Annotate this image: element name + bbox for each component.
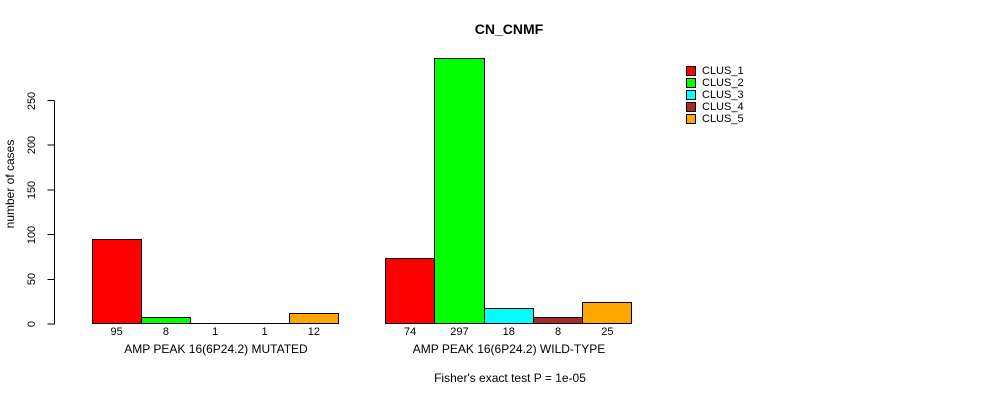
legend-swatch-icon (686, 78, 696, 88)
bar-clus_3 (483, 307, 534, 324)
bar-clus_2 (140, 316, 192, 324)
bar-clus_1 (91, 239, 142, 324)
legend-swatch-icon (686, 66, 696, 76)
bar-value-label: 95 (110, 326, 123, 338)
group-label-mutated: AMP PEAK 16(6P24.2) MUTATED (124, 342, 308, 356)
bar-clus_2 (434, 58, 485, 324)
bar-value-label: 297 (450, 326, 469, 338)
bar-clus_4 (532, 316, 584, 324)
legend-label: CLUS_1 (702, 65, 744, 77)
y-tick-label: 100 (26, 225, 38, 244)
y-tick-label: 250 (26, 91, 38, 110)
y-tick-label: 150 (26, 180, 38, 200)
legend-swatch-icon (686, 90, 696, 100)
bar-clus_3 (190, 322, 241, 324)
bar-clus_4 (239, 322, 290, 324)
bar-clus_1 (385, 257, 436, 324)
legend-swatch-icon (686, 102, 696, 112)
group-label-wild-type: AMP PEAK 16(6P24.2) WILD-TYPE (412, 342, 606, 356)
y-tick-label: 50 (26, 273, 38, 286)
y-tick-label: 0 (26, 320, 38, 328)
bar-value-label: 8 (162, 326, 169, 338)
bar-value-label: 1 (212, 326, 219, 338)
bar-clus_5 (288, 313, 339, 324)
legend-label: CLUS_5 (702, 113, 744, 125)
fisher-test-annotation: Fisher's exact test P = 1e-05 (434, 371, 586, 385)
chart-title: CN_CNMF (474, 21, 544, 37)
bar-value-label: 74 (404, 326, 417, 338)
y-tick-label: 200 (26, 136, 38, 155)
bar-value-label: 8 (554, 326, 562, 338)
legend-label: CLUS_4 (702, 101, 744, 113)
bar-value-label: 18 (502, 326, 515, 338)
bar-value-label: 1 (261, 326, 268, 338)
bar-value-label: 25 (601, 326, 614, 338)
bar-value-label: 12 (307, 326, 320, 338)
legend-label: CLUS_3 (702, 89, 744, 101)
bar-clus_5 (582, 301, 633, 324)
legend-label: CLUS_2 (702, 77, 744, 89)
legend-swatch-icon (686, 114, 696, 124)
